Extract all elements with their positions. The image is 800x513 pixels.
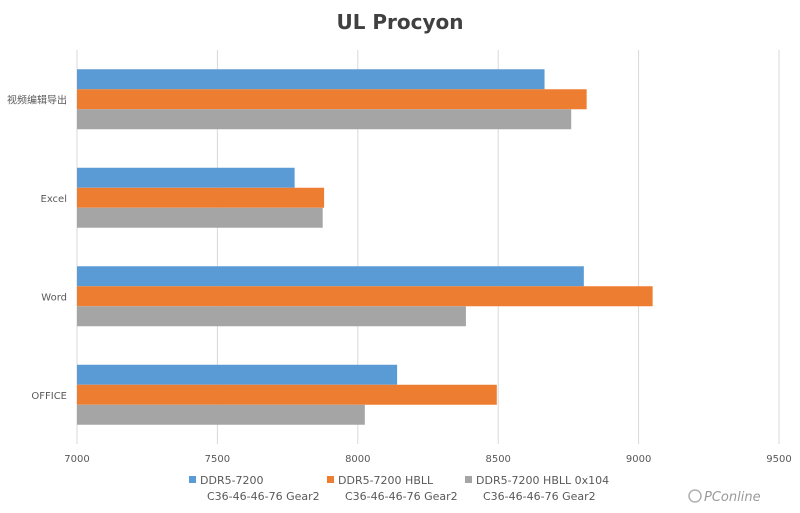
bar: [77, 167, 295, 188]
category-label: 视频编辑导出: [7, 93, 67, 106]
legend-swatch: [327, 476, 334, 483]
x-tick-label: 7000: [64, 454, 89, 465]
bar: [77, 89, 587, 110]
x-tick-label: 9000: [626, 454, 651, 465]
bar: [77, 69, 545, 90]
bar: [77, 109, 572, 130]
x-tick-label: 8000: [345, 454, 370, 465]
bar: [77, 364, 398, 385]
x-tick-label: 8500: [485, 454, 510, 465]
watermark-logo-icon: [688, 489, 702, 503]
category-label: Word: [41, 292, 67, 303]
legend-swatch: [465, 476, 472, 483]
bar: [77, 306, 466, 327]
x-axis-ticks: 7000 7500 8000 8500 9000 9500: [64, 454, 791, 465]
chart-title: UL Procyon: [336, 10, 463, 34]
legend-label: DDR5-7200 HBLL: [338, 474, 434, 487]
bar: [77, 404, 365, 425]
category-label: Excel: [41, 194, 68, 205]
bar: [77, 266, 584, 287]
watermark-text: PConline: [704, 490, 761, 505]
x-tick-label: 7500: [205, 454, 230, 465]
legend-label-line2: C36-46-46-76 Gear2: [207, 490, 320, 503]
bar: [77, 286, 653, 307]
x-tick-label: 9500: [766, 454, 791, 465]
legend-label: DDR5-7200 HBLL 0x104: [476, 474, 609, 487]
bar: [77, 187, 325, 208]
bar: [77, 207, 323, 228]
legend-label: DDR5-7200: [200, 474, 264, 487]
legend-label-line2: C36-46-46-76 Gear2: [483, 490, 596, 503]
bars: [77, 69, 653, 425]
legend-swatch: [189, 476, 196, 483]
legend: DDR5-7200 C36-46-46-76 Gear2 DDR5-7200 HBL…: [189, 474, 609, 503]
category-label: OFFICE: [31, 391, 67, 402]
legend-label-line2: C36-46-46-76 Gear2: [345, 490, 458, 503]
bar: [77, 384, 497, 405]
category-labels: 视频编辑导出 Excel Word OFFICE: [7, 93, 67, 402]
watermark: PConline: [688, 489, 761, 505]
